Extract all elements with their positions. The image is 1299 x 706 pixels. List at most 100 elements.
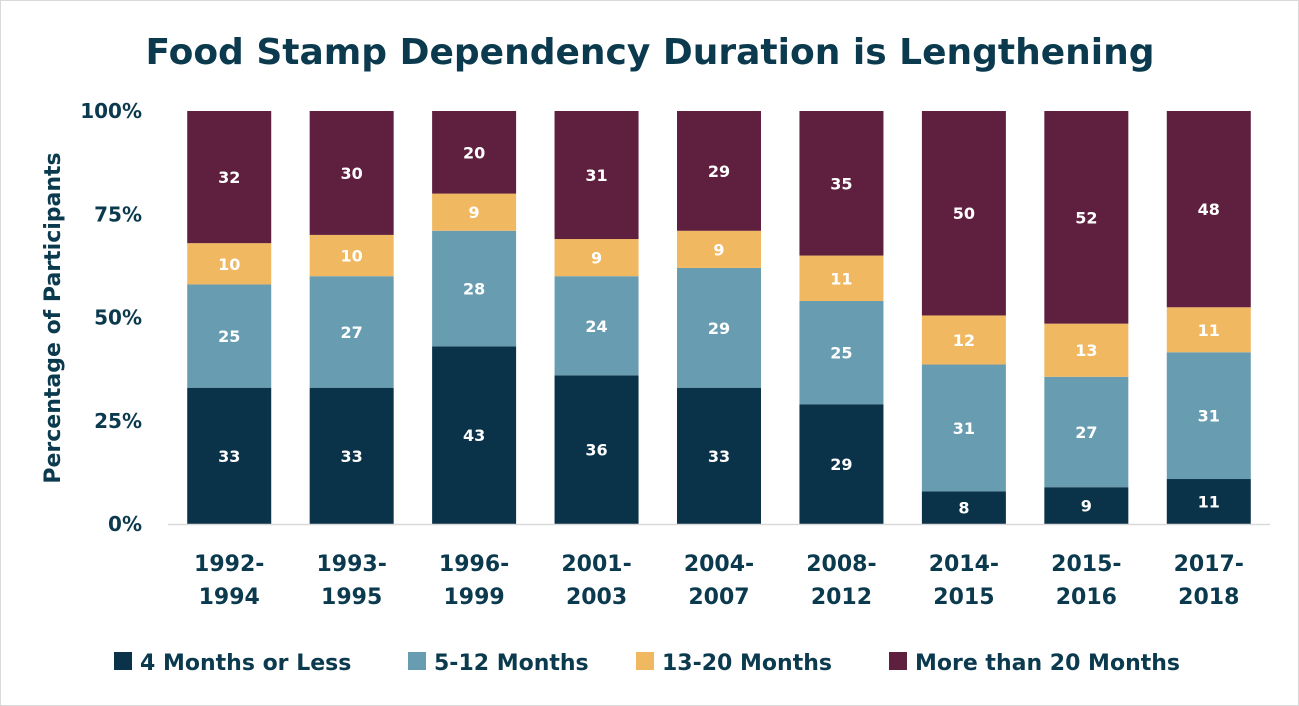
y-tick-label: 0% — [108, 512, 142, 536]
x-tick-label: 1993- — [316, 552, 386, 577]
data-label: 52 — [1075, 208, 1097, 227]
data-label: 11 — [830, 269, 852, 288]
bar-segment — [1166, 307, 1251, 353]
data-label: 11 — [1198, 321, 1220, 340]
bar-segment — [799, 404, 884, 524]
bar-segment — [309, 387, 394, 524]
bar-segment — [677, 230, 761, 268]
bar-segment — [1044, 111, 1129, 324]
data-label: 29 — [830, 455, 852, 474]
bar-segment — [187, 284, 272, 388]
x-tick-label: 2016 — [1056, 585, 1117, 610]
legend-swatch — [114, 652, 132, 670]
x-tick-label: 2001- — [561, 552, 631, 577]
bar-segment — [187, 387, 272, 524]
x-tick-label: 2014- — [929, 552, 999, 577]
bar-segment — [921, 111, 1006, 316]
bar-segment — [1044, 487, 1129, 524]
x-tick-label: 2004- — [684, 552, 754, 577]
bar-segment — [1166, 111, 1251, 308]
bar-segment — [432, 230, 517, 347]
bar-segment — [677, 387, 761, 524]
data-label: 31 — [1198, 407, 1220, 426]
data-label: 10 — [218, 255, 240, 274]
data-label: 36 — [585, 441, 607, 460]
data-label: 20 — [463, 143, 485, 162]
x-tick-label: 2003 — [566, 585, 627, 610]
legend-label: More than 20 Months — [915, 651, 1180, 676]
bar-segment — [432, 346, 517, 524]
bar-segment — [921, 491, 1006, 524]
legend-swatch — [889, 652, 907, 670]
bar-segment — [799, 255, 884, 301]
x-tick-label: 2015- — [1051, 552, 1121, 577]
bar-segment — [309, 111, 394, 235]
bar-segment — [309, 234, 394, 277]
bar-segment — [309, 276, 394, 388]
data-label: 33 — [218, 447, 240, 466]
bar-segment — [799, 300, 884, 405]
bar-segment — [799, 111, 884, 256]
data-label: 9 — [713, 240, 724, 259]
bar-segment — [187, 111, 272, 244]
bar-segment — [554, 111, 639, 240]
x-tick-label: 2008- — [806, 552, 876, 577]
y-axis-label: Percentage of Participants — [41, 152, 66, 483]
legend-swatch — [408, 652, 426, 670]
data-label: 48 — [1198, 200, 1220, 219]
bar-segment — [1044, 376, 1129, 488]
bar-segment — [554, 239, 639, 277]
x-tick-label: 2012 — [811, 585, 872, 610]
bar-segment — [432, 193, 517, 231]
x-tick-label: 1992- — [194, 552, 264, 577]
y-tick-label: 75% — [94, 202, 142, 226]
bar-segment — [921, 364, 1006, 492]
x-tick-label: 1995 — [321, 585, 382, 610]
bar-segment — [432, 111, 517, 194]
data-label: 12 — [953, 331, 975, 350]
data-label: 32 — [218, 168, 240, 187]
y-tick-label: 50% — [94, 306, 142, 330]
data-label: 24 — [585, 317, 607, 336]
data-label: 43 — [463, 426, 485, 445]
data-label: 29 — [708, 162, 730, 181]
legend-label: 13-20 Months — [662, 651, 832, 676]
x-tick-label: 2017- — [1174, 552, 1244, 577]
data-label: 13 — [1075, 341, 1097, 360]
data-label: 31 — [953, 419, 975, 438]
y-tick-label: 100% — [80, 99, 142, 123]
bar-segment — [1166, 352, 1251, 480]
data-label: 9 — [469, 203, 480, 222]
data-label: 50 — [953, 204, 975, 223]
data-label: 27 — [1075, 423, 1097, 442]
legend-label: 4 Months or Less — [140, 651, 351, 676]
data-label: 31 — [585, 166, 607, 185]
data-label: 11 — [1198, 493, 1220, 512]
x-tick-label: 2007 — [688, 585, 749, 610]
data-label: 33 — [708, 447, 730, 466]
data-label: 27 — [341, 323, 363, 342]
bar-segment — [1044, 323, 1129, 377]
x-tick-label: 1996- — [439, 552, 509, 577]
data-label: 30 — [341, 164, 363, 183]
x-tick-label: 2018 — [1178, 585, 1239, 610]
data-label: 9 — [591, 249, 602, 268]
bar-segment — [187, 243, 272, 285]
bar-segment — [1166, 479, 1251, 524]
data-label: 8 — [958, 499, 969, 518]
data-label: 35 — [830, 174, 852, 193]
bar-segment — [554, 276, 639, 376]
chart-title: Food Stamp Dependency Duration is Length… — [145, 32, 1154, 73]
data-label: 25 — [218, 327, 240, 346]
data-label: 9 — [1081, 497, 1092, 516]
legend-swatch — [636, 652, 654, 670]
data-label: 10 — [341, 247, 363, 266]
bar-segment — [677, 267, 761, 388]
bar-segment — [677, 111, 761, 231]
data-label: 28 — [463, 280, 485, 299]
x-tick-label: 1999 — [443, 585, 504, 610]
bar-segment — [921, 315, 1006, 365]
bar-segment — [554, 375, 639, 524]
data-label: 25 — [830, 344, 852, 363]
